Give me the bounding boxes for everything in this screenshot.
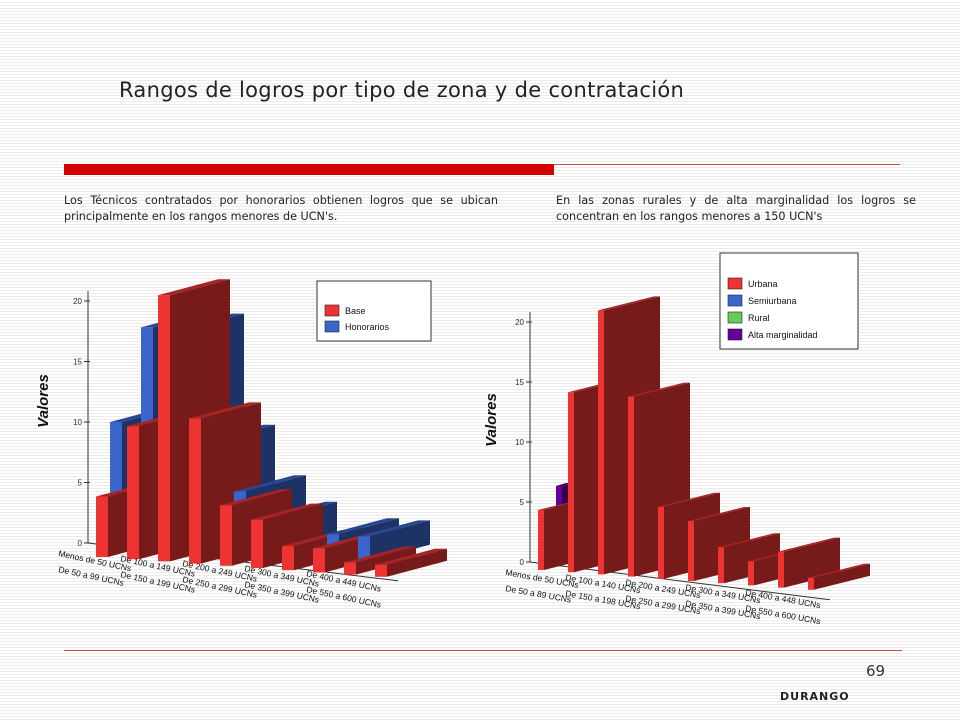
- bar: [718, 547, 724, 584]
- bar: [658, 506, 664, 579]
- legend-swatch: [727, 311, 743, 324]
- legend-swatch: [324, 304, 340, 317]
- y-tick-label: 20: [515, 318, 524, 327]
- bar: [344, 562, 356, 575]
- bar: [748, 561, 754, 586]
- bar: [313, 548, 325, 573]
- y-tick-label: 15: [515, 378, 524, 387]
- y-tick-label: 20: [73, 297, 82, 306]
- bottom-divider: [64, 650, 902, 651]
- bar-top: [808, 563, 870, 578]
- bar-top: [344, 546, 416, 563]
- bar: [220, 505, 232, 566]
- y-axis-label: Valores: [483, 393, 500, 447]
- legend-swatch: [727, 294, 743, 307]
- y-tick-label: 10: [73, 418, 82, 427]
- page-title: Rangos de logros por tipo de zona y de c…: [119, 78, 685, 102]
- bar-top: [688, 507, 750, 521]
- page-number: 69: [866, 662, 886, 680]
- bar: [598, 310, 604, 575]
- top-divider: [554, 164, 900, 165]
- bar: [628, 396, 634, 577]
- title-red-bar: [64, 164, 554, 175]
- bar: [127, 426, 139, 560]
- left-description: Los Técnicos contratados por honorarios …: [64, 194, 498, 223]
- bar-top: [658, 492, 720, 507]
- y-tick-label: 0: [520, 558, 525, 567]
- bar-top: [358, 520, 430, 537]
- bar: [96, 496, 108, 557]
- bar: [688, 521, 694, 581]
- legend-label: Semiurbana: [748, 296, 797, 306]
- legend-label: Base: [345, 306, 366, 316]
- legend-label: Urbana: [748, 279, 778, 289]
- y-tick-label: 5: [78, 479, 83, 488]
- bar-side: [387, 548, 447, 577]
- bar-side: [356, 546, 416, 575]
- y-tick-label: 15: [73, 358, 82, 367]
- bar-top: [375, 548, 447, 565]
- bar-top: [189, 402, 261, 419]
- bar-top: [718, 533, 780, 548]
- bar-top: [327, 518, 399, 535]
- bar: [158, 295, 170, 562]
- bar-top: [234, 475, 306, 492]
- bar-top: [628, 382, 690, 397]
- bar: [375, 564, 387, 577]
- legend-swatch: [727, 277, 743, 290]
- y-tick-label: 0: [78, 539, 83, 548]
- legend-box: [719, 252, 859, 350]
- legend-swatch: [324, 320, 340, 333]
- bar: [778, 551, 784, 588]
- bar-top: [251, 503, 323, 520]
- y-tick-label: 5: [520, 498, 525, 507]
- bar: [358, 536, 370, 561]
- bar-top: [220, 489, 292, 506]
- bar: [251, 519, 263, 568]
- footer-label: DURANGO: [780, 690, 850, 703]
- bar-top: [598, 296, 660, 311]
- bar: [568, 392, 574, 573]
- bar-side: [814, 563, 870, 590]
- bar-side: [370, 520, 430, 561]
- bar-top: [778, 537, 840, 552]
- legend-label: Alta marginalidad: [748, 330, 818, 340]
- y-tick-label: 10: [515, 438, 524, 447]
- bar: [808, 577, 814, 590]
- bar: [189, 418, 201, 564]
- bar-top: [158, 279, 230, 296]
- legend-label: Honorarios: [345, 322, 390, 332]
- y-axis-label: Valores: [35, 374, 52, 428]
- bar: [282, 546, 294, 571]
- bar: [538, 510, 544, 570]
- legend-label: Rural: [748, 313, 770, 323]
- right-description: En las zonas rurales y de alta marginali…: [556, 194, 916, 223]
- legend-swatch: [727, 328, 743, 341]
